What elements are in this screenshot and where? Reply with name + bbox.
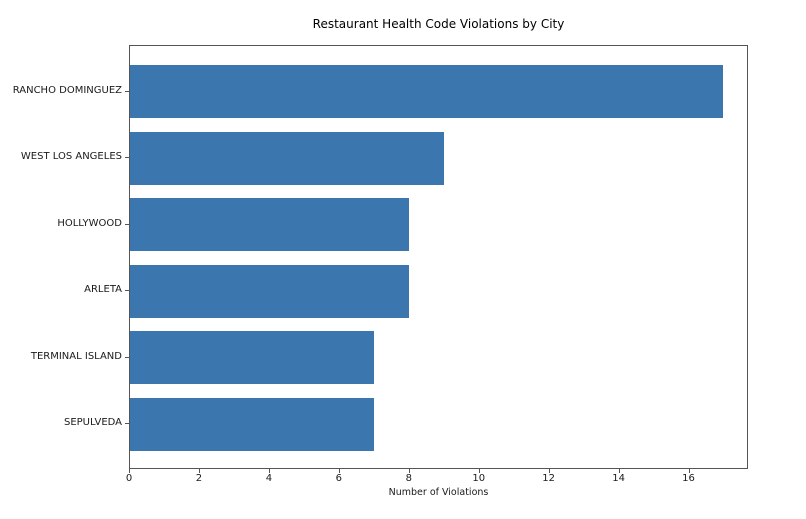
- x-tick-label-14: 14: [612, 473, 625, 484]
- y-tick-label-terminal-island: TERMINAL ISLAND: [30, 350, 122, 362]
- x-tick-label-4: 4: [265, 473, 273, 484]
- x-tick-label-2: 2: [195, 473, 203, 484]
- x-tick-label-0: 0: [125, 473, 133, 484]
- y-tick-mark: [125, 223, 129, 225]
- bar-arleta: [130, 264, 409, 318]
- x-axis-label: Number of Violations: [388, 487, 489, 498]
- x-tick-mark: [478, 469, 480, 473]
- y-tick-mark: [125, 90, 129, 92]
- x-tick-mark: [129, 469, 130, 473]
- y-tick-mark: [125, 290, 129, 292]
- y-tick-mark: [125, 356, 129, 358]
- x-tick-mark: [198, 469, 200, 473]
- x-tick-mark: [268, 469, 270, 473]
- y-tick-label-rancho-dominguez: RANCHO DOMINGUEZ: [12, 84, 122, 96]
- x-tick-mark: [548, 469, 550, 473]
- bar-sepulveda: [130, 397, 374, 451]
- plot-area: [129, 45, 748, 469]
- bar-hollywood: [130, 198, 409, 252]
- x-tick-label-6: 6: [335, 473, 343, 484]
- bar-rancho-dominguez: [130, 65, 723, 119]
- x-tick-mark: [688, 469, 690, 473]
- x-tick-mark: [618, 469, 620, 473]
- y-tick-mark: [125, 423, 129, 425]
- y-tick-label-arleta: ARLETA: [84, 284, 122, 296]
- y-tick-label-west-los-angeles: WEST LOS ANGELES: [20, 151, 122, 163]
- y-tick-mark: [125, 157, 129, 159]
- x-tick-label-10: 10: [472, 473, 486, 484]
- x-tick-mark: [408, 469, 410, 473]
- y-tick-label-hollywood: HOLLYWOOD: [57, 217, 122, 229]
- bar-terminal-island: [130, 331, 374, 385]
- x-tick-mark: [338, 469, 340, 473]
- y-tick-label-sepulveda: SEPULVEDA: [63, 417, 122, 429]
- bar-west-los-angeles: [130, 131, 444, 185]
- x-tick-label-12: 12: [542, 473, 556, 484]
- chart-title: Restaurant Health Code Violations by Cit…: [312, 17, 565, 31]
- x-tick-label-16: 16: [682, 473, 695, 484]
- x-tick-label-8: 8: [405, 473, 412, 484]
